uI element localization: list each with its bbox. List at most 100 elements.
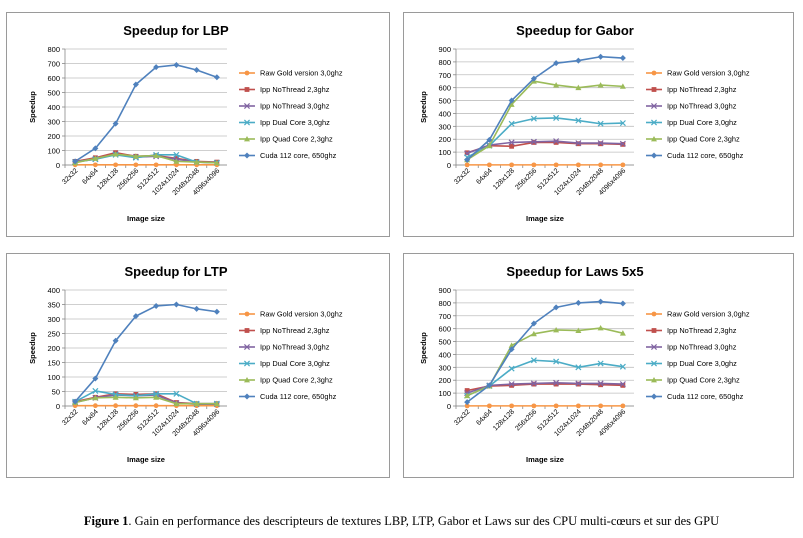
y-tick-label: 250 xyxy=(47,330,60,339)
data-point xyxy=(153,403,159,409)
legend-item: Ipp Dual Core 3,0ghz xyxy=(239,118,330,127)
chart-svg: Speedup for Gabor 0 100 200 300 400 500 600 700 8… xyxy=(419,23,750,223)
legend-item: Ipp NoThread 2,3ghz xyxy=(239,85,330,94)
data-point xyxy=(173,61,180,68)
data-point xyxy=(530,380,537,387)
y-tick-label: 100 xyxy=(47,147,60,156)
y-axis-label: Speedup xyxy=(419,91,428,123)
data-point xyxy=(244,136,250,142)
data-point xyxy=(92,145,99,152)
data-point xyxy=(173,158,180,164)
data-point xyxy=(486,162,492,168)
y-tick-label: 500 xyxy=(438,97,451,106)
y-tick-label: 800 xyxy=(47,45,60,54)
data-point xyxy=(553,60,560,67)
chart-panel-laws: Speedup for Laws 5x5 0 100 200 300 400 500 600 7… xyxy=(403,253,794,478)
data-point xyxy=(619,55,626,62)
y-tick-label: 900 xyxy=(438,45,451,54)
data-point xyxy=(575,299,582,306)
y-tick-label: 800 xyxy=(438,299,451,308)
legend-item: Cuda 112 core, 650ghz xyxy=(646,151,744,160)
legend-label: Ipp NoThread 2,3ghz xyxy=(667,85,737,94)
data-point xyxy=(509,382,515,388)
y-tick-label: 700 xyxy=(47,60,60,69)
data-point xyxy=(133,162,139,168)
data-point xyxy=(553,358,560,365)
y-tick-label: 300 xyxy=(438,363,451,372)
data-point xyxy=(650,343,658,351)
y-tick-label: 0 xyxy=(56,402,60,411)
data-point xyxy=(597,140,604,147)
data-point xyxy=(133,403,139,409)
legend-label: Ipp NoThread 3,0ghz xyxy=(667,343,737,352)
data-point xyxy=(173,301,180,308)
legend-label: Ipp Quad Core 2,3ghz xyxy=(260,376,333,385)
y-tick-label: 100 xyxy=(47,373,60,382)
chart-svg: Speedup for LTP 0 50 100 150 200 250 300 350 400 3… xyxy=(28,264,343,464)
legend-label: Ipp NoThread 2,3ghz xyxy=(667,326,737,335)
data-point xyxy=(575,117,582,124)
y-tick-label: 100 xyxy=(438,148,451,157)
y-tick-label: 300 xyxy=(47,118,60,127)
legend-label: Ipp Dual Core 3,0ghz xyxy=(667,118,737,127)
series-line xyxy=(466,359,623,397)
data-point xyxy=(173,151,180,158)
data-point xyxy=(651,152,657,159)
data-point xyxy=(464,399,471,406)
series-raw-gold-version-3-0ghz xyxy=(464,162,626,168)
legend-item: Ipp NoThread 3,0ghz xyxy=(239,102,330,111)
legend-label: Cuda 112 core, 650ghz xyxy=(260,392,337,401)
caption-text: . Gain en performance des descripteurs d… xyxy=(128,514,720,528)
data-point xyxy=(486,136,493,143)
data-point xyxy=(598,403,604,409)
legend-item: Raw Gold version 3,0ghz xyxy=(239,310,343,319)
legend-item: Ipp Quad Core 2,3ghz xyxy=(646,376,740,385)
legend-label: Cuda 112 core, 650ghz xyxy=(260,151,337,160)
legend-item: Ipp Dual Core 3,0ghz xyxy=(646,359,737,368)
series-ipp-dual-core-3-0ghz xyxy=(464,114,626,161)
data-point xyxy=(173,400,180,407)
data-point xyxy=(620,403,626,409)
data-point xyxy=(508,365,515,372)
legend-item: Ipp Quad Core 2,3ghz xyxy=(239,376,333,385)
data-point xyxy=(598,162,604,168)
chart-title: Speedup for LBP xyxy=(123,23,229,38)
data-point xyxy=(619,381,626,388)
data-point xyxy=(132,153,139,159)
data-point xyxy=(72,158,79,165)
x-axis-label: Image size xyxy=(526,214,564,223)
data-point xyxy=(530,330,537,337)
data-point xyxy=(553,162,559,168)
y-tick-label: 500 xyxy=(438,338,451,347)
legend-item: Ipp NoThread 2,3ghz xyxy=(239,326,330,335)
data-point xyxy=(651,328,657,333)
data-point xyxy=(619,330,626,336)
series-ipp-nothread-3-0ghz xyxy=(464,379,626,397)
y-tick-label: 600 xyxy=(47,74,60,83)
data-point xyxy=(575,57,582,64)
data-point xyxy=(530,138,537,145)
legend-item: Ipp NoThread 2,3ghz xyxy=(646,85,737,94)
data-point xyxy=(597,82,604,88)
y-tick-label: 700 xyxy=(438,312,451,321)
x-axis-label: Image size xyxy=(127,214,165,223)
data-point xyxy=(530,75,537,82)
data-point xyxy=(173,390,180,397)
data-point xyxy=(112,337,119,344)
data-point xyxy=(575,140,582,147)
x-tick-label: 128x128 xyxy=(492,167,516,191)
legend-label: Ipp Quad Core 2,3ghz xyxy=(667,376,740,385)
caption-label: Figure 1 xyxy=(83,514,129,528)
y-tick-label: 900 xyxy=(438,286,451,295)
data-point xyxy=(92,387,99,394)
data-point xyxy=(651,377,657,383)
data-point xyxy=(553,381,559,387)
legend-label: Cuda 112 core, 650ghz xyxy=(667,151,744,160)
legend-label: Ipp Quad Core 2,3ghz xyxy=(260,135,333,144)
data-point xyxy=(153,152,160,158)
legend-item: Ipp Quad Core 2,3ghz xyxy=(239,135,333,144)
data-point xyxy=(531,403,537,409)
y-tick-label: 600 xyxy=(438,84,451,93)
data-point xyxy=(464,388,470,393)
data-point xyxy=(153,162,159,168)
